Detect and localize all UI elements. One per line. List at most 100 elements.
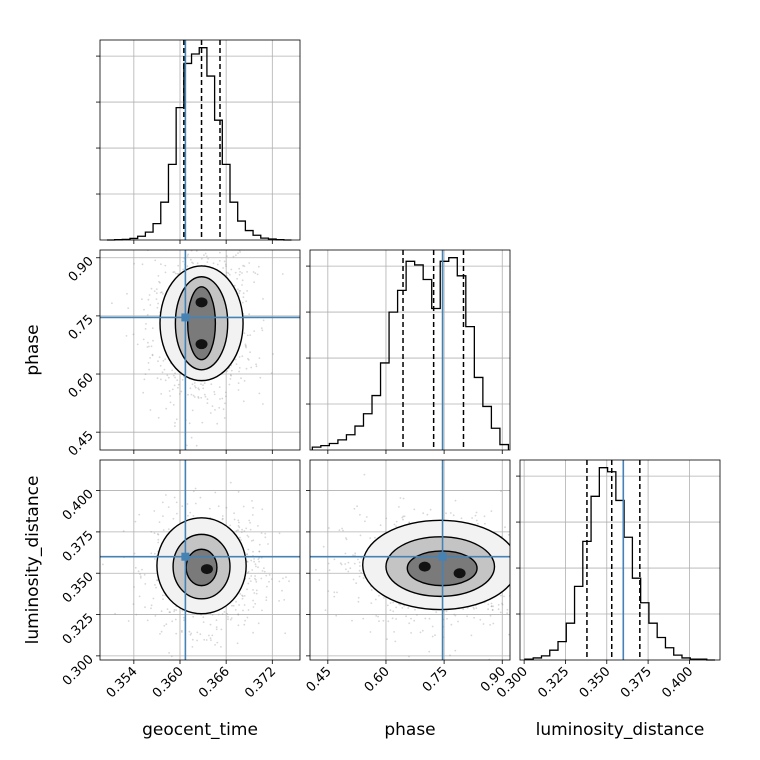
scatter-point: [389, 609, 392, 612]
scatter-point: [512, 592, 514, 594]
scatter-point: [503, 595, 505, 598]
scatter-point: [241, 279, 244, 282]
scatter-point: [245, 346, 248, 349]
scatter-point: [424, 617, 427, 620]
scatter-point: [540, 571, 542, 573]
scatter-point: [133, 586, 135, 588]
scatter-point: [223, 417, 226, 419]
scatter-point: [504, 526, 506, 529]
scatter-point: [590, 595, 592, 597]
scatter-point: [167, 528, 170, 531]
scatter-point: [171, 369, 174, 372]
scatter-point: [246, 571, 249, 574]
scatter-point: [169, 401, 172, 404]
scatter-point: [352, 578, 355, 581]
scatter-point: [260, 532, 263, 534]
scatter-point: [211, 405, 214, 407]
scatter-point: [263, 570, 266, 573]
scatter-point: [351, 619, 353, 622]
scatter-point: [135, 613, 138, 616]
scatter-point: [449, 512, 452, 514]
scatter-point: [102, 563, 104, 566]
scatter-point: [333, 591, 336, 594]
scatter-point: [344, 552, 347, 555]
scatter-point: [278, 580, 281, 583]
scatter-point: [236, 277, 239, 280]
scatter-point: [230, 369, 233, 372]
scatter-point: [573, 544, 575, 546]
histogram-geocent-time: [106, 47, 292, 241]
scatter-point: [242, 264, 245, 267]
scatter-point: [192, 615, 195, 618]
scatter-point: [215, 628, 218, 631]
scatter-point: [537, 590, 539, 592]
scatter-point: [527, 538, 529, 540]
scatter-point: [185, 444, 188, 447]
scatter-point: [543, 583, 545, 585]
scatter-point: [162, 529, 165, 531]
scatter-point: [203, 393, 206, 396]
scatter-point: [490, 602, 493, 605]
scatter-point: [133, 262, 136, 265]
scatter-point: [200, 257, 203, 260]
scatter-point: [429, 508, 432, 511]
scatter-point: [401, 516, 404, 519]
scatter-point: [237, 389, 240, 391]
scatter-point: [491, 609, 494, 611]
scatter-point: [508, 533, 510, 536]
scatter-point: [241, 594, 243, 597]
scatter-point: [407, 607, 410, 609]
scatter-point: [358, 561, 361, 564]
scatter-point: [538, 608, 540, 610]
scatter-point: [272, 353, 274, 355]
scatter-point: [175, 632, 178, 635]
scatter-point: [156, 377, 159, 380]
tick-label-y-luminosity-distance-1: 0.325: [60, 611, 97, 648]
scatter-point: [255, 592, 258, 595]
scatter-point: [234, 609, 237, 611]
scatter-point: [171, 620, 174, 623]
scatter-point: [479, 618, 482, 621]
scatter-point: [230, 374, 233, 377]
scatter-point: [242, 609, 244, 612]
scatter-point: [399, 497, 402, 499]
scatter-point: [531, 538, 533, 540]
scatter-point: [229, 524, 232, 527]
scatter-point: [324, 609, 327, 611]
scatter-point: [374, 536, 376, 539]
scatter-point: [240, 377, 242, 380]
scatter-point: [188, 422, 191, 425]
scatter-point: [466, 615, 468, 618]
scatter-point: [490, 510, 493, 512]
scatter-point: [181, 505, 184, 508]
scatter-point: [525, 565, 527, 567]
truth-marker-phase-vs-geocent-time: [181, 313, 190, 322]
scatter-point: [402, 515, 405, 518]
scatter-point: [160, 610, 163, 613]
scatter-point: [175, 501, 178, 504]
scatter-point: [472, 606, 475, 609]
scatter-point: [191, 383, 194, 386]
scatter-point: [233, 512, 236, 515]
scatter-point: [157, 541, 160, 544]
scatter-point: [239, 271, 242, 273]
scatter-point: [410, 632, 412, 634]
scatter-point: [239, 536, 241, 539]
scatter-point: [540, 618, 542, 620]
scatter-point: [261, 508, 264, 511]
scatter-point: [408, 622, 411, 625]
scatter-point: [362, 577, 365, 579]
xlabel-luminosity-distance: luminosity_distance: [536, 720, 705, 740]
scatter-point: [224, 263, 227, 266]
scatter-point: [252, 506, 255, 509]
scatter-point: [506, 608, 509, 611]
scatter-point: [159, 281, 161, 284]
scatter-point: [162, 293, 164, 295]
scatter-point: [212, 262, 215, 265]
scatter-point: [237, 613, 240, 616]
scatter-point: [199, 221, 201, 223]
scatter-point: [499, 611, 502, 614]
scatter-point: [475, 519, 478, 522]
scatter-point: [387, 620, 390, 623]
scatter-point: [217, 505, 220, 508]
